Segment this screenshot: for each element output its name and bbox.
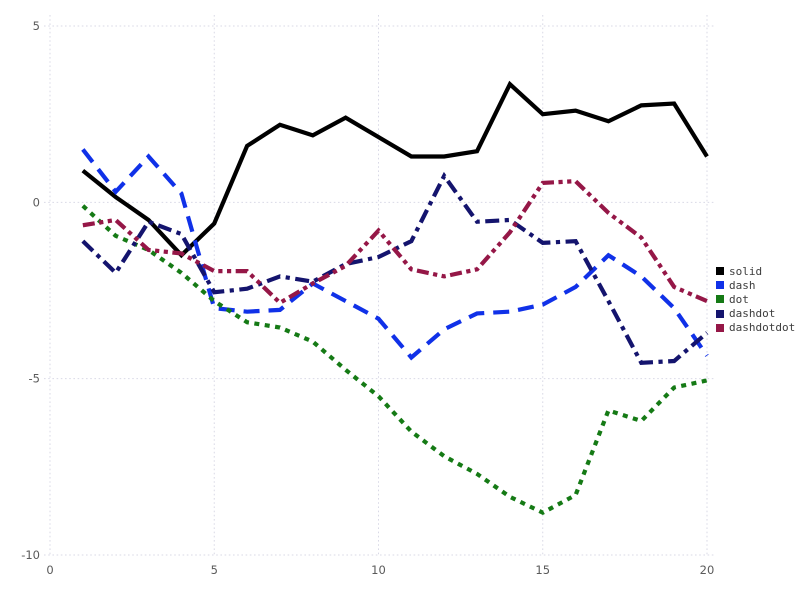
legend-item-dot: dot [716, 292, 795, 306]
series-line-dot [81, 204, 708, 516]
series-line-dashdot [81, 171, 709, 365]
y-tick-label: -10 [21, 548, 40, 562]
y-axis-tick-labels: 5 0 -5 -10 [21, 19, 40, 562]
x-tick-label: 10 [371, 563, 386, 577]
x-tick-label: 15 [535, 563, 550, 577]
legend-item-solid: solid [716, 264, 795, 278]
y-tick-label: -5 [29, 372, 40, 386]
legend-swatch-dot [716, 295, 724, 304]
x-axis-tick-labels: 0 5 10 15 20 [46, 563, 714, 577]
series-lines [81, 80, 709, 516]
legend-swatch-dashdot [716, 309, 724, 318]
series-line-dash [81, 148, 709, 361]
legend-label-solid: solid [729, 264, 763, 278]
gridlines [44, 15, 714, 556]
legend-swatch-solid [716, 267, 724, 276]
x-tick-label: 20 [700, 563, 715, 577]
legend-item-dashdotdot: dashdotdot [716, 321, 795, 335]
legend: solid dash dot dashdot dashdotdot [716, 264, 795, 335]
legend-label-dashdot: dashdot [729, 307, 776, 321]
legend-swatch-dashdotdot [716, 323, 724, 332]
series-line-solid [81, 80, 709, 259]
y-tick-label: 0 [33, 195, 40, 209]
series-line-dashdotdot [82, 179, 708, 306]
legend-item-dash: dash [716, 278, 795, 292]
legend-label-dashdotdot: dashdotdot [729, 321, 796, 335]
legend-label-dot: dot [729, 292, 749, 306]
legend-swatch-dash [716, 281, 724, 290]
x-tick-label: 0 [46, 563, 53, 577]
y-tick-label: 5 [33, 19, 40, 33]
x-tick-label: 5 [211, 563, 218, 577]
legend-label-dash: dash [729, 278, 756, 292]
legend-item-dashdot: dashdot [716, 307, 795, 321]
